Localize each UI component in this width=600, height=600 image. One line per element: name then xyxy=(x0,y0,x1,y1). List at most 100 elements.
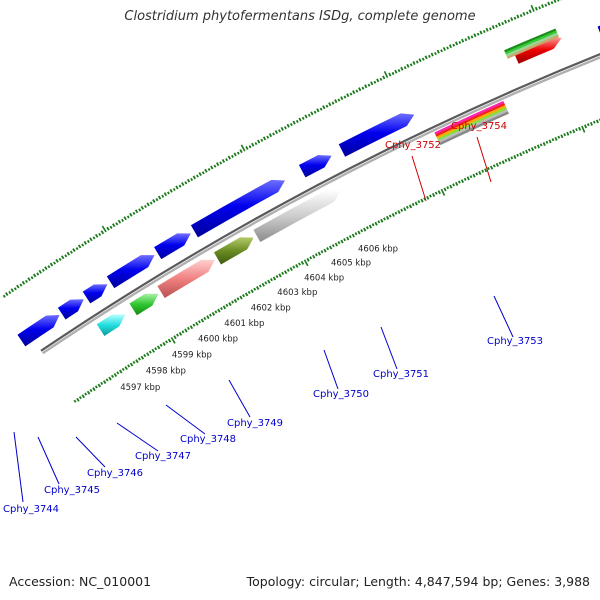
inner-tick xyxy=(217,308,221,313)
gene-arrow xyxy=(129,293,159,316)
inner-tick xyxy=(539,143,543,147)
inner-tick xyxy=(406,205,409,209)
outer-tick xyxy=(175,185,179,190)
inner-tick xyxy=(495,162,499,167)
outer-tick xyxy=(75,247,79,251)
outer-tick xyxy=(513,16,517,20)
outer-tick xyxy=(268,133,273,138)
outer-tick xyxy=(109,225,113,229)
inner-tick xyxy=(113,373,118,377)
outer-tick xyxy=(66,251,71,256)
inner-tick xyxy=(272,276,277,281)
outer-tick xyxy=(149,201,153,205)
inner-tick xyxy=(256,286,260,290)
inner-tick xyxy=(595,119,599,124)
outer-tick xyxy=(388,72,392,77)
inner-tick xyxy=(162,342,166,346)
inner-tick xyxy=(584,124,588,129)
outer-tick xyxy=(292,120,296,125)
inner-tick xyxy=(119,369,123,374)
outer-tick xyxy=(482,30,486,34)
outer-tick xyxy=(538,6,541,10)
outer-tick xyxy=(13,287,17,291)
inner-tick xyxy=(295,263,299,268)
inner-tick xyxy=(429,194,432,198)
outer-tick xyxy=(38,269,42,274)
inner-tick xyxy=(560,134,564,139)
inner-tick xyxy=(380,218,384,223)
inner-tick xyxy=(554,136,558,141)
outer-tick xyxy=(144,204,147,209)
outer-tick xyxy=(458,40,462,44)
scale-label: 4605 kbp xyxy=(331,259,371,269)
gene-label: Cphy_3746 xyxy=(87,468,143,479)
inner-tick xyxy=(137,357,141,361)
outer-tick xyxy=(101,225,107,233)
inner-tick xyxy=(78,396,82,400)
outer-tick xyxy=(446,46,449,50)
outer-tick xyxy=(117,219,122,224)
outer-tick xyxy=(400,66,404,71)
inner-tick xyxy=(400,208,404,212)
outer-tick xyxy=(519,14,523,18)
inner-tick xyxy=(510,156,514,160)
gene-arrow xyxy=(17,315,60,347)
inner-tick xyxy=(165,340,169,344)
inner-tick xyxy=(371,223,375,227)
gene-arrow xyxy=(57,299,84,320)
inner-tick xyxy=(167,338,172,343)
inner-tick xyxy=(289,267,293,272)
gene-arrow xyxy=(513,35,562,64)
inner-tick xyxy=(312,254,316,259)
inner-tick xyxy=(76,397,80,402)
inner-tick xyxy=(463,177,467,181)
outer-tick xyxy=(319,107,323,111)
outer-tick xyxy=(541,4,545,9)
inner-tick xyxy=(102,380,107,384)
inner-tick xyxy=(247,290,251,294)
gene-arrow xyxy=(106,255,155,289)
outer-tick xyxy=(196,174,199,178)
outer-tick xyxy=(172,187,176,192)
outer-tick xyxy=(325,104,329,108)
gene-arrow xyxy=(96,314,126,336)
outer-tick xyxy=(32,273,37,278)
inner-tick xyxy=(420,198,424,203)
inner-tick xyxy=(501,160,505,165)
outer-tick xyxy=(448,44,453,49)
inner-tick xyxy=(443,187,447,192)
outer-tick xyxy=(221,158,226,163)
inner-tick xyxy=(323,248,327,253)
inner-tick xyxy=(357,230,361,235)
inner-tick xyxy=(551,138,555,142)
inner-tick xyxy=(516,153,520,157)
inner-tick xyxy=(397,210,401,215)
outer-tick xyxy=(181,182,185,187)
outer-tick xyxy=(2,294,6,298)
outer-tick xyxy=(260,138,264,142)
outer-tick xyxy=(516,14,520,19)
outer-tick xyxy=(284,126,287,130)
outer-tick xyxy=(278,129,281,133)
scale-label: 4599 kbp xyxy=(172,350,212,360)
inner-tick xyxy=(184,328,188,333)
outer-tick xyxy=(49,262,54,267)
gene-features xyxy=(17,25,600,347)
inner-tick xyxy=(431,193,436,197)
outer-tick xyxy=(434,52,437,56)
inner-tick xyxy=(525,149,529,154)
outer-tick xyxy=(254,141,258,146)
outer-tick xyxy=(340,96,344,101)
outer-tick xyxy=(289,122,293,127)
inner-tick xyxy=(354,232,358,236)
inner-tick xyxy=(487,166,490,171)
inner-tick xyxy=(189,325,194,330)
inner-tick xyxy=(414,201,418,206)
outer-tick xyxy=(280,126,284,131)
outer-tick xyxy=(77,244,82,249)
inner-tick xyxy=(116,371,120,375)
outer-tick xyxy=(349,92,353,96)
outer-tick xyxy=(379,77,383,81)
outer-tick xyxy=(522,11,526,16)
outer-tick xyxy=(53,261,56,265)
